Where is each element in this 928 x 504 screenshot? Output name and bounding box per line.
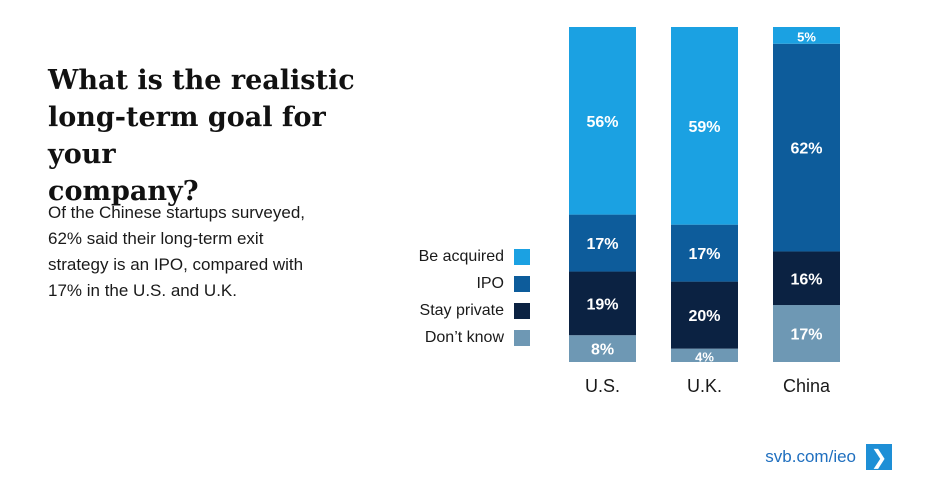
data-label: 59%: [688, 119, 720, 136]
bar-segment: [671, 224, 738, 282]
data-label: 4%: [695, 349, 714, 364]
data-label: 19%: [586, 296, 618, 313]
chevron-right-icon[interactable]: ❯: [866, 444, 892, 470]
footer-link[interactable]: svb.com/ieo: [765, 447, 856, 466]
legend-item-be-acquired: Be acquired: [380, 243, 530, 270]
data-label: 8%: [591, 342, 614, 359]
bar-segment: [569, 27, 636, 215]
bar-segment: [773, 251, 840, 306]
category-label: U.K.: [687, 376, 722, 396]
bar-segment: [671, 348, 738, 362]
bar-segment: [773, 305, 840, 362]
chart-subtitle: Of the Chinese startups surveyed, 62% sa…: [48, 203, 306, 300]
legend-item-stay-private: Stay private: [380, 297, 530, 324]
legend-item-ipo: IPO: [380, 270, 530, 297]
legend-swatch: [514, 248, 530, 265]
bar-segment: [569, 335, 636, 362]
legend-swatch: [514, 275, 530, 292]
data-label: 20%: [688, 308, 720, 325]
legend-label: Don’t know: [424, 328, 504, 346]
data-label: 5%: [797, 29, 816, 44]
data-label: 17%: [586, 236, 618, 253]
legend-label: Be acquired: [418, 247, 504, 265]
bar-segment: [569, 214, 636, 272]
data-label: 17%: [688, 246, 720, 263]
bar-segment: [773, 27, 840, 44]
bar-segment: [773, 43, 840, 252]
legend-label: IPO: [476, 274, 504, 292]
category-label: China: [783, 376, 831, 396]
chart-title: What is the realistic long-term goal for…: [48, 65, 355, 207]
legend-label: Stay private: [419, 301, 504, 319]
footer: svb.com/ieo ❯: [765, 444, 892, 470]
category-label: U.S.: [585, 376, 620, 396]
legend-item-dont-know: Don’t know: [380, 324, 530, 351]
bar-segment: [671, 27, 738, 225]
bar-segment: [671, 281, 738, 349]
data-label: 56%: [586, 114, 618, 131]
legend-swatch: [514, 302, 530, 319]
data-label: 17%: [790, 327, 822, 344]
legend: Be acquired IPO Stay private Don’t know: [380, 243, 530, 351]
data-label: 16%: [790, 271, 822, 288]
data-label: 62%: [790, 141, 822, 158]
bar-segment: [569, 271, 636, 336]
legend-swatch: [514, 329, 530, 346]
